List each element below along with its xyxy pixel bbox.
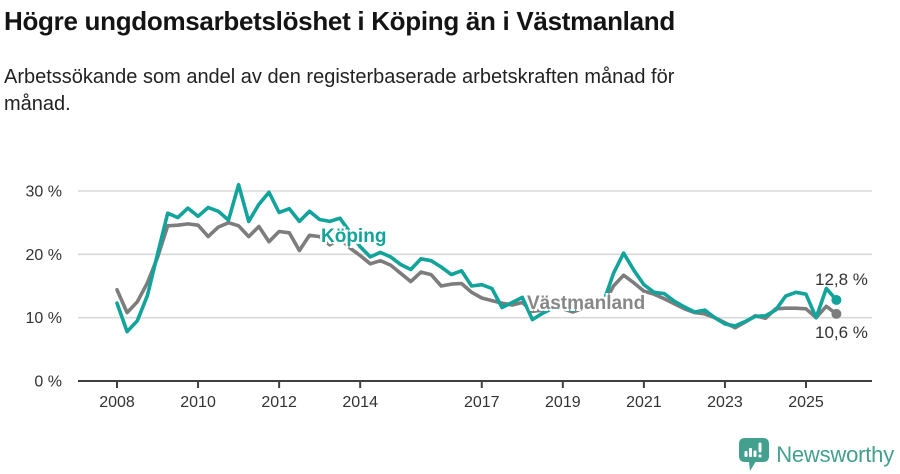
x-axis-tick-label: 2017	[464, 394, 500, 411]
end-value-vastmanland: 10,6 %	[815, 323, 868, 342]
x-axis-tick-label: 2021	[626, 394, 662, 411]
end-value-koping: 12,8 %	[815, 270, 868, 289]
series-label-koping: Köping	[321, 226, 387, 247]
newsworthy-logo-icon	[739, 438, 770, 471]
x-axis-tick-label: 2023	[707, 394, 743, 411]
chart-subtitle-line2: månad.	[4, 93, 71, 115]
y-axis-tick-label: 30 %	[26, 184, 62, 201]
x-axis-tick-label: 2012	[261, 394, 297, 411]
newsworthy-logo[interactable]: Newsworthy	[739, 438, 894, 471]
chart-title: Högre ungdomsarbetslöshet i Köping än i …	[4, 6, 675, 36]
x-axis-tick-label: 2008	[99, 394, 135, 411]
series-line-koping	[115, 182, 839, 334]
x-axis-tick-label: 2025	[788, 394, 824, 411]
series-line-vastmanland	[115, 220, 839, 330]
series-end-dot-vastmanland	[831, 308, 842, 319]
series-end-dot-koping	[831, 294, 842, 305]
y-axis-tick-label: 10 %	[26, 310, 62, 327]
chart-subtitle: Arbetssökande som andel av den registerb…	[4, 64, 864, 118]
y-axis-tick-label: 0 %	[34, 374, 62, 391]
series-label-vastmanland: Västmanland	[527, 293, 646, 314]
y-axis-tick-label: 20 %	[26, 247, 62, 264]
newsworthy-logo-text: Newsworthy	[776, 441, 894, 467]
chart-subtitle-line1: Arbetssökande som andel av den registerb…	[4, 66, 675, 88]
x-axis-tick-label: 2019	[545, 394, 581, 411]
x-axis-tick-label: 2014	[342, 394, 378, 411]
x-axis-tick-label: 2010	[180, 394, 216, 411]
